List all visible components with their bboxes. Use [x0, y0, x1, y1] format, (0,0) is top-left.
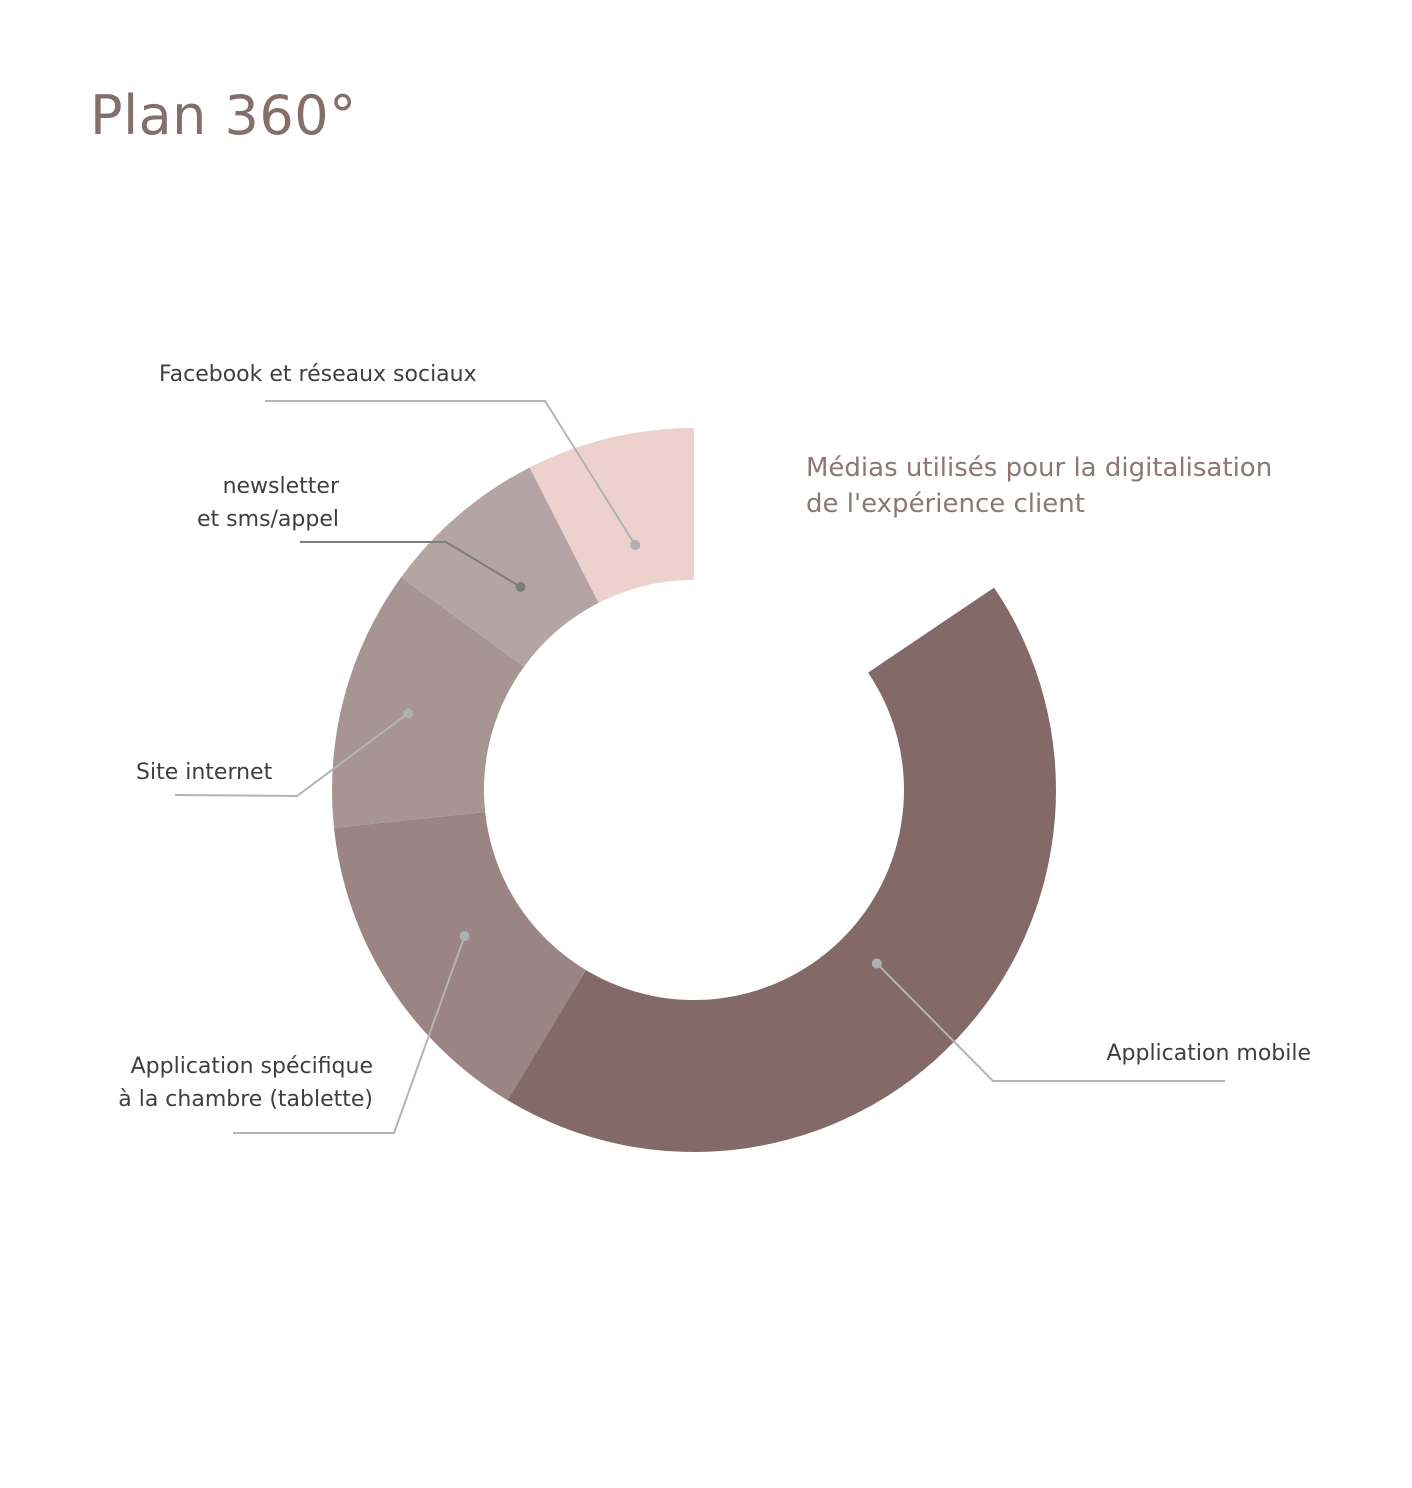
- label-application-specifique-line-1: Application spécifique: [130, 1054, 373, 1079]
- label-newsletter-line-2: et sms/appel: [197, 507, 339, 532]
- label-application-mobile-line-1: Application mobile: [1106, 1041, 1311, 1066]
- donut-slice-facebook: [529, 428, 694, 603]
- leader-line-application-specifique: [233, 935, 466, 1134]
- donut-slices: [331, 428, 1056, 1152]
- label-site-internet-line-1: Site internet: [136, 760, 273, 785]
- leader-dot-application-mobile: [871, 958, 882, 969]
- donut-slice-application-specifique: [333, 811, 586, 1101]
- label-newsletter-line-1: newsletter: [222, 474, 339, 499]
- donut-slice-newsletter: [401, 467, 599, 667]
- label-site-internet: Site internet: [136, 756, 272, 789]
- chart-subtitle-line-2: de l'expérience client: [806, 489, 1085, 519]
- chart-subtitle: Médias utilisés pour la digitalisation d…: [806, 450, 1272, 522]
- page-title: Plan 360°: [90, 84, 357, 147]
- leader-line-newsletter: [300, 541, 522, 588]
- leader-line-facebook: [265, 400, 637, 546]
- label-application-specifique-line-2: à la chambre (tablette): [118, 1087, 373, 1112]
- label-newsletter: newsletter et sms/appel: [197, 470, 339, 536]
- label-application-specifique: Application spécifique à la chambre (tab…: [118, 1050, 373, 1116]
- leader-dot-newsletter: [515, 581, 526, 592]
- leader-line-site-internet: [174, 712, 409, 798]
- label-application-mobile: Application mobile: [1106, 1037, 1311, 1070]
- donut-slice-application-mobile: [507, 587, 1056, 1152]
- donut-slice-site-internet: [331, 577, 525, 828]
- leader-dot-facebook: [630, 539, 641, 550]
- chart-subtitle-line-1: Médias utilisés pour la digitalisation: [806, 453, 1273, 483]
- leader-dot-site-internet: [403, 708, 414, 719]
- label-leaders: [174, 400, 1225, 1134]
- leader-line-application-mobile: [876, 962, 1225, 1082]
- leader-dot-application-specifique: [459, 931, 470, 942]
- label-facebook: Facebook et réseaux sociaux: [159, 358, 477, 391]
- label-facebook-line-1: Facebook et réseaux sociaux: [159, 362, 477, 387]
